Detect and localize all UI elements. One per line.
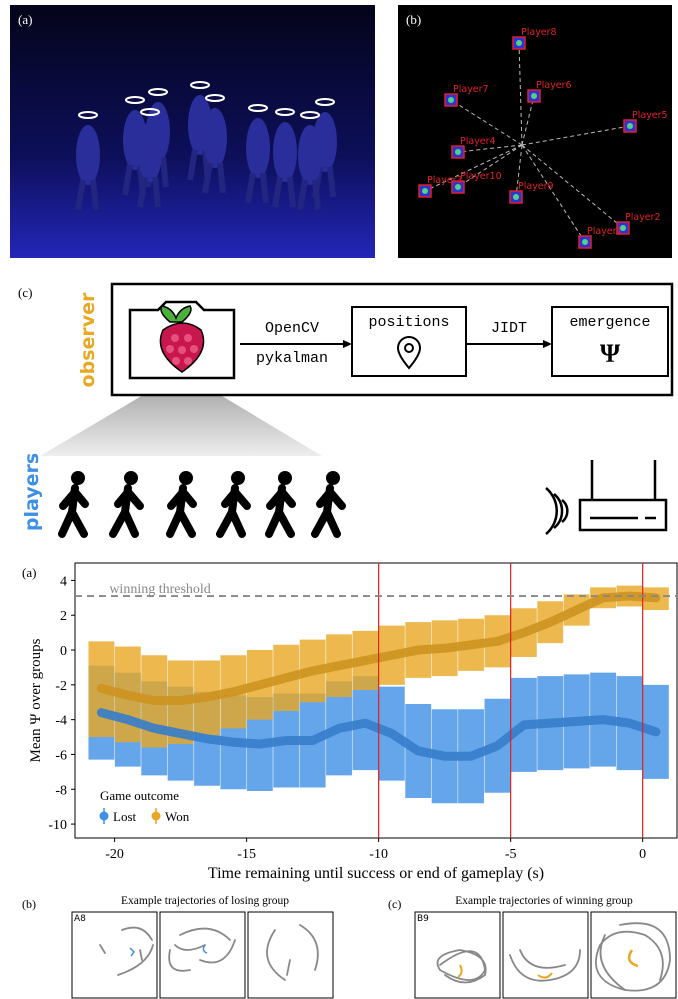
trajectory-highlight bbox=[538, 973, 552, 978]
y-tick-label: 2 bbox=[60, 609, 67, 624]
person-leg bbox=[220, 163, 223, 193]
player-dot bbox=[422, 188, 428, 194]
person-leg bbox=[163, 157, 166, 187]
y-tick-label: -8 bbox=[55, 783, 67, 798]
player-dot bbox=[448, 97, 454, 103]
player-label: Player9 bbox=[518, 181, 554, 192]
player-label: Player5 bbox=[632, 110, 668, 121]
figure: (a) Player8 Player6 Player7 Player5 Player4 P… bbox=[0, 0, 678, 999]
person-leg bbox=[93, 180, 96, 210]
player-dot bbox=[455, 149, 461, 155]
player-label: Player10 bbox=[460, 171, 502, 182]
box-label: positions bbox=[368, 314, 449, 331]
person-body bbox=[203, 108, 227, 168]
group-id: A8 bbox=[74, 914, 86, 924]
legend-label: Lost bbox=[113, 809, 137, 824]
panel-title: Example trajectories of losing group bbox=[121, 895, 289, 907]
y-tick-label: -4 bbox=[55, 714, 67, 729]
player-dot bbox=[627, 123, 633, 129]
walker-body bbox=[113, 488, 140, 534]
legend-label: Won bbox=[165, 809, 190, 824]
person-leg bbox=[330, 167, 333, 197]
y-axis-label: Mean Ψ over groups bbox=[28, 638, 44, 762]
panel-label: (c) bbox=[388, 897, 401, 911]
legend-swatch bbox=[100, 812, 109, 821]
step-label: OpenCV bbox=[265, 320, 319, 337]
walker-body bbox=[315, 488, 342, 534]
trajectory-highlight bbox=[458, 965, 462, 977]
x-tick-label: -10 bbox=[369, 847, 388, 862]
trajectory-highlight bbox=[629, 950, 638, 966]
trajectory-boxes bbox=[72, 912, 676, 998]
walker-head bbox=[71, 471, 85, 485]
threshold-label: winning threshold bbox=[109, 582, 210, 597]
x-tick-label: -5 bbox=[505, 847, 517, 862]
player-dot bbox=[582, 239, 588, 245]
step-label: JIDT bbox=[491, 320, 527, 337]
walker-body bbox=[220, 488, 247, 534]
step-label: pykalman bbox=[256, 350, 328, 367]
panel-label: (a) bbox=[18, 12, 32, 27]
router-icon bbox=[546, 460, 666, 534]
camera-icon bbox=[130, 302, 234, 378]
walker-head bbox=[124, 471, 138, 485]
trajectories bbox=[100, 923, 670, 990]
legend-title: Game outcome bbox=[100, 788, 179, 803]
person-leg bbox=[155, 177, 158, 207]
panel-label: (a) bbox=[22, 565, 36, 580]
x-tick-label: -20 bbox=[105, 847, 124, 862]
box-label: emergence bbox=[569, 314, 650, 331]
panel-label: (b) bbox=[406, 12, 421, 27]
walker-head bbox=[326, 471, 340, 485]
players-label: players bbox=[21, 453, 43, 531]
x-axis-label: Time remaining until success or end of g… bbox=[208, 865, 544, 882]
player-dot bbox=[513, 194, 519, 200]
person-leg bbox=[290, 177, 293, 207]
person-body bbox=[273, 122, 297, 182]
player-dot bbox=[516, 40, 522, 46]
players-icons bbox=[62, 471, 342, 534]
player-label: Player3 bbox=[427, 175, 463, 186]
y-tick-label: 0 bbox=[60, 644, 67, 659]
x-tick-label: 0 bbox=[639, 847, 646, 862]
player-label: Player6 bbox=[536, 80, 572, 91]
panel-title: Example trajectories of winning group bbox=[455, 895, 633, 907]
walker-body bbox=[170, 488, 193, 534]
person-body bbox=[298, 125, 322, 185]
trajectory-highlight bbox=[130, 948, 134, 956]
person-body bbox=[246, 118, 270, 178]
y-tick-label: 4 bbox=[60, 574, 67, 589]
walker-body bbox=[62, 488, 85, 534]
group-id: B9 bbox=[417, 914, 429, 924]
player-label: Player7 bbox=[453, 84, 489, 95]
person-body bbox=[76, 125, 100, 185]
panel-label: (b) bbox=[22, 897, 36, 911]
trajectory-highlight bbox=[203, 945, 207, 953]
walker-head bbox=[231, 471, 245, 485]
legend-swatch bbox=[152, 812, 161, 821]
walker-body bbox=[269, 488, 292, 534]
panel-label: (c) bbox=[18, 285, 32, 300]
x-tick-label: -15 bbox=[237, 847, 256, 862]
psi-symbol: Ψ bbox=[600, 339, 621, 368]
y-tick-label: -2 bbox=[55, 679, 67, 694]
person-leg bbox=[263, 173, 266, 203]
person-body bbox=[138, 122, 162, 182]
walker-head bbox=[179, 471, 193, 485]
player-dot bbox=[531, 93, 537, 99]
player-label: Player4 bbox=[460, 136, 496, 147]
player-label: Player1 bbox=[587, 226, 623, 237]
y-tick-label: -10 bbox=[48, 818, 67, 833]
player-label: Player8 bbox=[521, 27, 557, 38]
player-label: Player2 bbox=[625, 212, 661, 223]
y-tick-label: -6 bbox=[55, 748, 67, 763]
person-leg bbox=[315, 180, 318, 210]
walker-head bbox=[278, 471, 292, 485]
observer-label: observer bbox=[77, 292, 99, 387]
